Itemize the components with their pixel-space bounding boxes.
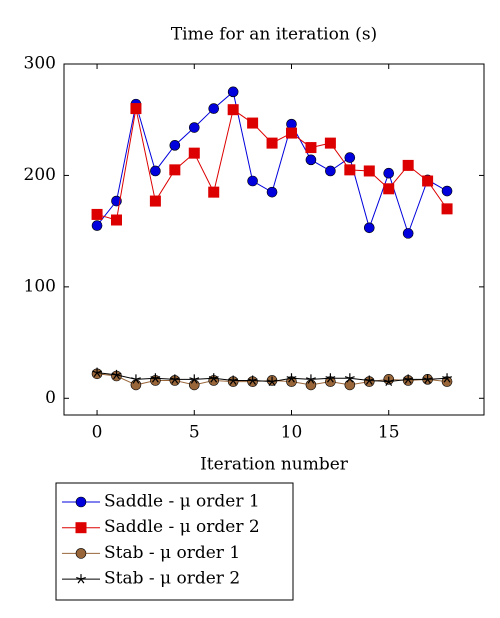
marker [267, 376, 277, 386]
marker [441, 185, 453, 197]
y-tick-label: 300 [24, 54, 56, 74]
marker [169, 164, 181, 176]
marker [208, 373, 219, 383]
marker [402, 159, 414, 171]
marker [247, 375, 258, 385]
plot-frame [63, 63, 485, 416]
marker [286, 373, 297, 383]
chart-title: Time for an iteration (s) [171, 25, 377, 45]
marker [150, 165, 161, 177]
x-tick-label: 0 [92, 423, 103, 443]
legend-marker [75, 496, 87, 508]
marker [189, 374, 200, 384]
y-tick-label: 200 [24, 165, 56, 185]
marker [286, 127, 297, 139]
x-tick-label: 15 [378, 423, 400, 443]
marker [92, 367, 102, 378]
marker [324, 137, 336, 149]
marker [364, 375, 375, 385]
marker [344, 152, 356, 163]
marker [188, 122, 200, 133]
marker [325, 373, 336, 383]
marker [227, 86, 239, 98]
marker [130, 103, 142, 115]
marker [266, 186, 278, 198]
marker [403, 374, 414, 384]
marker [188, 147, 200, 159]
marker [111, 369, 122, 380]
marker [383, 167, 395, 179]
marker [247, 117, 259, 129]
marker [402, 228, 414, 239]
marker [383, 183, 395, 195]
marker [344, 379, 356, 391]
x-tick-label: 5 [189, 423, 200, 443]
legend-marker [76, 574, 86, 584]
marker [305, 379, 317, 391]
marker [91, 220, 103, 231]
marker [363, 165, 375, 177]
marker [441, 203, 453, 215]
marker [442, 373, 452, 383]
marker [305, 142, 317, 154]
legend-marker [75, 548, 87, 559]
marker [111, 214, 122, 226]
marker [208, 186, 220, 198]
y-tick-label: 0 [45, 388, 56, 408]
marker [188, 379, 200, 391]
marker [227, 104, 239, 116]
legend-label: Saddle - μ order 1 [104, 492, 260, 512]
legend-label: Stab - μ order 1 [104, 543, 240, 563]
marker [169, 140, 181, 151]
marker [422, 374, 433, 384]
marker [169, 374, 180, 384]
marker [91, 208, 103, 220]
x-axis-label: Iteration number [200, 455, 349, 475]
series-line [96, 90, 448, 235]
legend-marker [75, 522, 87, 534]
marker [306, 374, 316, 384]
marker [208, 103, 220, 114]
marker [149, 195, 161, 207]
marker [228, 375, 239, 385]
marker [130, 379, 142, 391]
marker [422, 175, 434, 187]
marker [266, 137, 278, 149]
y-tick-label: 100 [24, 276, 56, 296]
marker [247, 175, 258, 187]
legend-label: Stab - μ order 2 [104, 569, 240, 589]
marker [363, 222, 375, 234]
marker [150, 373, 161, 383]
series-line [96, 108, 448, 221]
marker [305, 154, 317, 166]
marker [131, 374, 141, 384]
marker [383, 376, 394, 386]
legend-label: Saddle - μ order 2 [104, 517, 260, 537]
marker [325, 165, 336, 177]
x-tick-label: 10 [281, 423, 303, 443]
marker [344, 373, 355, 383]
marker [344, 164, 356, 176]
